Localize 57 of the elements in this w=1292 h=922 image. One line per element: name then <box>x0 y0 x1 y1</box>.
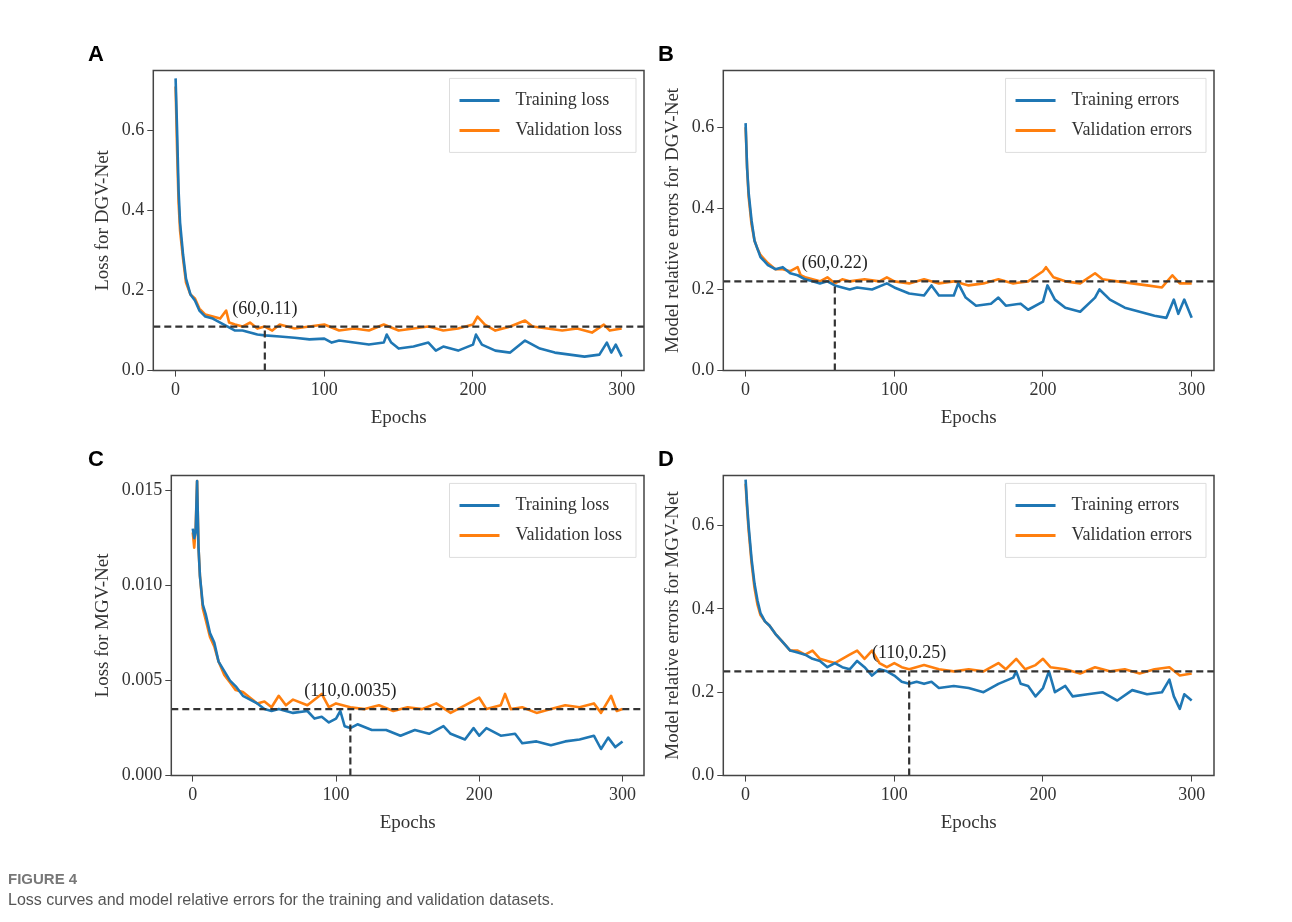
y-tick-label: 0.2 <box>121 279 145 300</box>
text: FIGURE 4 <box>8 870 79 887</box>
x-tick-label: 200 <box>459 379 487 400</box>
x-tick-label: 100 <box>880 784 908 805</box>
legend-label: Training loss <box>515 494 610 515</box>
x-tick-label: 200 <box>1029 784 1057 805</box>
y-tick-label: 0.6 <box>121 119 145 140</box>
legend-label: Validation loss <box>515 524 622 545</box>
y-tick-label: 0.6 <box>691 115 715 136</box>
y-tick-label: 0.4 <box>691 197 715 218</box>
legend-label: Training errors <box>1071 494 1180 515</box>
text: Loss curves and model relative errors for the training and validation datasets. <box>8 891 556 909</box>
y-tick-label: 0.2 <box>691 680 715 701</box>
x-tick-label: 300 <box>1178 379 1206 400</box>
ref-line-label: (60,0.22) <box>801 251 868 274</box>
legend-label: Validation loss <box>515 119 622 140</box>
x-tick-label: 100 <box>322 784 350 805</box>
y-axis-title: Loss for DGV-Net <box>91 149 113 291</box>
chart-title: C <box>88 446 104 472</box>
x-tick-label: 200 <box>1029 379 1057 400</box>
y-axis-title: Loss for MGV-Net <box>91 552 113 698</box>
chart-title: B <box>658 41 674 67</box>
x-axis-title: Epochs <box>940 405 997 427</box>
legend-label: Validation errors <box>1071 524 1193 545</box>
legend-label: Validation errors <box>1071 119 1193 140</box>
x-axis-title: Epochs <box>940 810 997 832</box>
y-tick-label: 0.015 <box>121 479 163 500</box>
x-tick-label: 100 <box>880 379 908 400</box>
y-axis-title: Model relative errors for MGV-Net <box>661 490 683 760</box>
x-tick-label: 0 <box>171 379 181 400</box>
ref-line-label: (110,0.0035) <box>304 679 397 702</box>
y-tick-label: 0.000 <box>121 764 163 785</box>
x-tick-label: 0 <box>741 784 751 805</box>
legend-label: Training loss <box>515 89 610 110</box>
ref-line-label: (60,0.11) <box>232 296 298 319</box>
y-tick-label: 0.6 <box>691 514 715 535</box>
y-tick-label: 0.2 <box>691 278 715 299</box>
y-tick-label: 0.0 <box>691 359 715 380</box>
x-axis-title: Epochs <box>379 810 436 832</box>
x-tick-label: 300 <box>608 379 636 400</box>
y-tick-label: 0.4 <box>691 597 715 618</box>
chart-title: A <box>88 41 104 67</box>
x-tick-label: 300 <box>609 784 637 805</box>
y-tick-label: 0.0 <box>121 359 145 380</box>
x-axis-title: Epochs <box>370 405 427 427</box>
y-tick-label: 0.0 <box>691 764 715 785</box>
y-tick-label: 0.010 <box>121 574 163 595</box>
x-tick-label: 300 <box>1178 784 1206 805</box>
y-axis-title: Model relative errors for DGV-Net <box>661 87 683 354</box>
x-tick-label: 100 <box>310 379 338 400</box>
legend-label: Training errors <box>1071 89 1180 110</box>
chart-title: D <box>658 446 674 472</box>
x-tick-label: 200 <box>465 784 493 805</box>
x-tick-label: 0 <box>741 379 751 400</box>
y-tick-label: 0.4 <box>121 199 145 220</box>
y-tick-label: 0.005 <box>121 669 163 690</box>
x-tick-label: 0 <box>188 784 198 805</box>
